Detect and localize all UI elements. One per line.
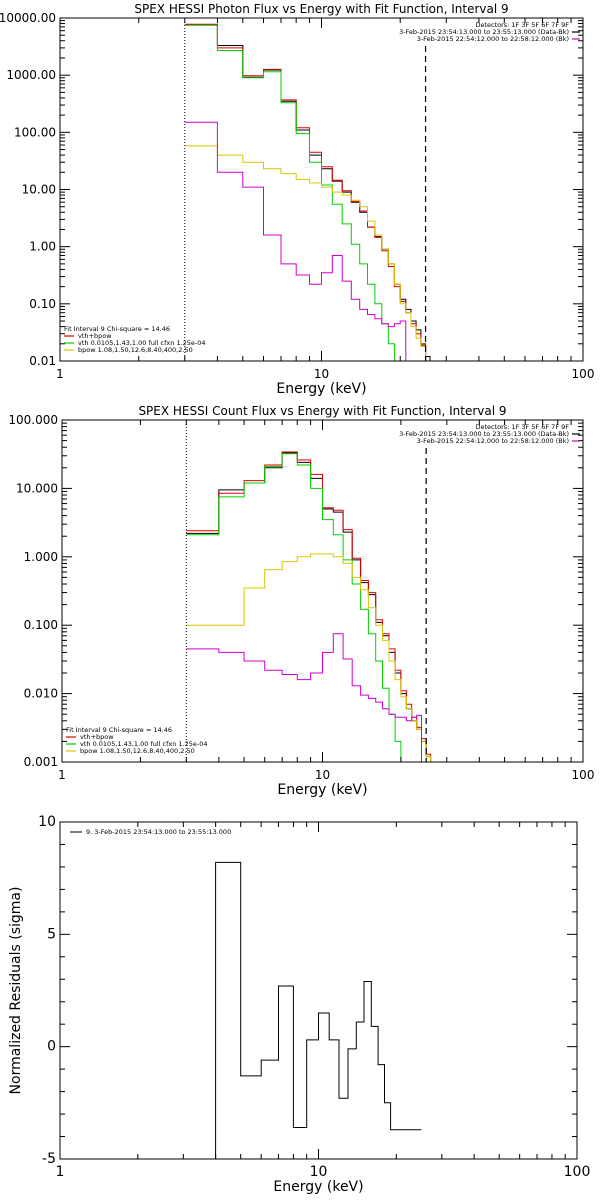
header-text: Detectors: 1F 3F 5F 6F 7F 9F [475,423,569,431]
y-tick-label: 1.000 [24,550,58,564]
y-axis-label: Normalized Residuals (sigma) [8,887,24,1095]
residuals-panel: 1 10 100 Energy (keV) -5 0 5 10 Normalized Resid… [8,814,590,1195]
legend-label: vth 0.0105,1.43,1.00 full cfxn 1.25e-04 [80,740,208,748]
y-tick-label: 5 [47,926,56,942]
chart-title: SPEX HESSI Photon Flux vs Energy with Fi… [134,2,508,16]
legend-label: 9. 3-Feb-2015 23:54:13.000 to 23:55:13.0… [86,828,231,836]
series-group [186,451,436,762]
plot-frame [61,419,584,763]
y-tick-label: 0 [47,1039,56,1055]
x-tick-label: 100 [572,367,595,381]
y-tick-label: 10000.00 [0,11,56,25]
series-line-2 [186,453,407,762]
y-tick-label: 10.000 [16,481,58,495]
legend-label: vth+bpow [78,332,112,340]
y-tick-label: 0.10 [29,297,56,311]
x-axis-label: Energy (keV) [276,381,366,397]
chart-title: SPEX HESSI Count Flux vs Energy with Fit… [138,404,506,418]
series-line-4 [184,121,407,361]
series-line-0 [184,24,431,361]
series-line-4 [186,633,422,762]
y-tick-label: 0.100 [24,618,58,632]
y-tick-label: 100.000 [8,413,58,427]
y-tick-label: -5 [42,1151,56,1167]
x-tick-label: 10 [315,768,330,782]
header-text: 3-Feb-2015 23:54:13.000 to 23:55:13.000 … [399,430,569,438]
series-group [183,861,422,1159]
series-line-2 [184,24,401,361]
x-tick-label: 100 [564,1164,591,1180]
y-tick-label: 0.001 [24,755,58,769]
plot-frame [59,17,584,362]
x-tick-label: 10 [310,1164,328,1180]
legend-title: Fit Interval 9 Chi-square = 14.46 [66,726,172,734]
x-tick-label: 10 [314,367,329,381]
x-tick-label: 1 [58,768,66,782]
y-tick-label: 100.00 [14,125,56,139]
x-tick-label: 100 [572,768,595,782]
y-tick-label: 1.00 [29,240,56,254]
x-tick-label: 1 [56,1164,65,1180]
series-line-3 [184,145,427,361]
count-flux-panel: SPEX HESSI Count Flux vs Energy with Fit… [8,404,595,798]
photon-flux-panel: SPEX HESSI Photon Flux vs Energy with Fi… [0,2,595,397]
legend-label: bpow 1.08,1.50,12.6,8.40,400,2.50 [80,747,195,755]
x-tick-label: 1 [56,367,64,381]
header-text: 3-Feb-2015 22:54:12.000 to 22:58:12.000 … [417,35,569,43]
y-tick-label: 1000.00 [6,68,56,82]
header-text: 3-Feb-2015 23:54:13.000 to 23:55:13.000 … [399,28,569,36]
x-axis-label: Energy (keV) [277,782,367,798]
plot-frame [59,821,578,1160]
series-group [184,23,431,361]
x-axis-label: Energy (keV) [273,1179,363,1195]
header-text: 3-Feb-2015 22:54:12.000 to 22:58:12.000 … [417,437,569,445]
y-tick-label: 10 [38,814,56,830]
header-text: Detectors: 1F 3F 5F 6F 7F 9F [475,21,569,29]
legend-label: vth+bpow [80,733,114,741]
legend-label: vth 0.0105,1.43,1.00 full cfxn 1.25e-04 [78,339,206,347]
legend-label: bpow 1.08,1.50,12.6,8.40,400,2.50 [78,346,193,354]
series-line-1 [184,23,427,361]
y-tick-label: 0.010 [24,687,58,701]
y-tick-label: 0.01 [29,354,56,368]
series-line-0 [183,861,422,1159]
y-tick-label: 10.00 [22,183,56,197]
legend-title: Fit Interval 9 Chi-square = 14.46 [64,325,170,333]
